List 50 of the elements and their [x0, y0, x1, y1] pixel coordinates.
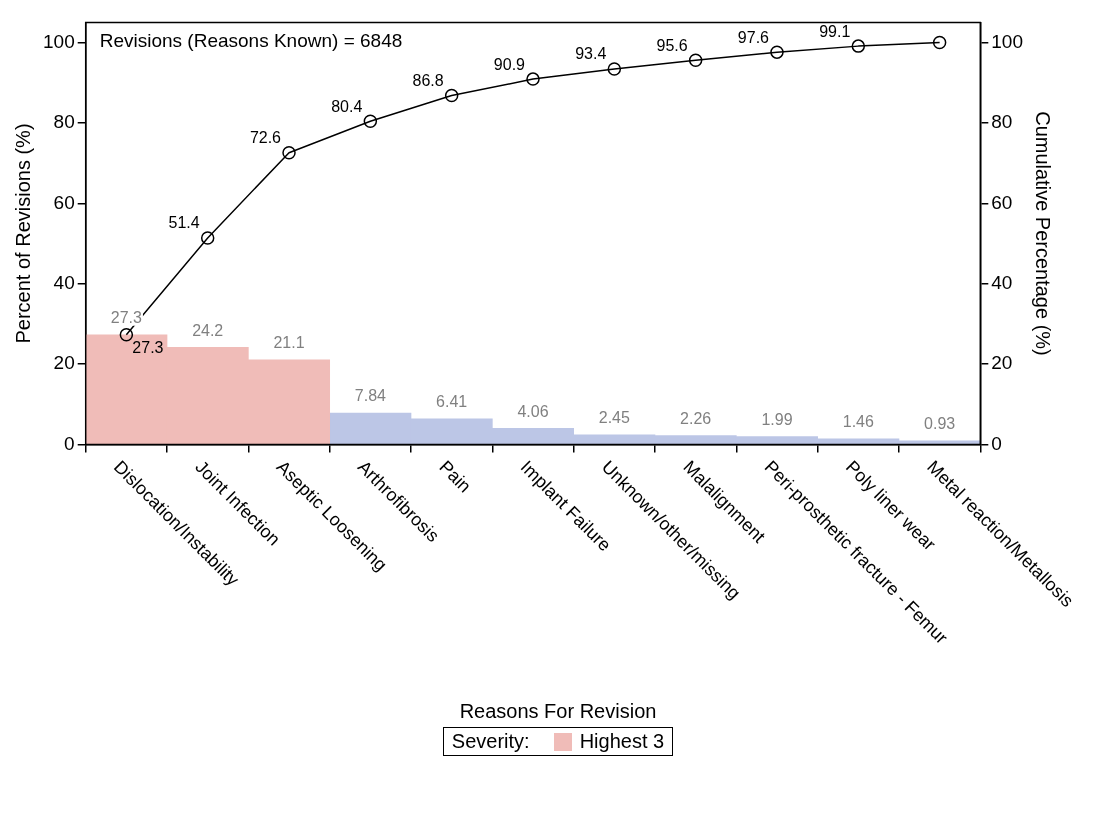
legend-label: Highest 3: [579, 730, 665, 753]
point: [119, 328, 134, 342]
data-label: 27.3: [132, 339, 164, 357]
data-label: 90.9: [493, 55, 526, 73]
y2-tick-label: 0: [991, 432, 1002, 454]
data-label: 1.99: [761, 411, 793, 428]
data-label: 6.41: [436, 393, 468, 411]
y-tick-label: 40: [53, 272, 75, 293]
point: [363, 114, 378, 129]
legend-title: Severity:: [451, 730, 530, 753]
data-label: 86.8: [412, 71, 444, 89]
y2-tick-label: 40: [991, 272, 1013, 293]
point: [526, 72, 540, 86]
annotation: Revisions (Reasons Known) = 6848: [99, 30, 403, 52]
data-label: 2.45: [598, 409, 630, 427]
y-tick-label: 60: [53, 191, 75, 213]
point: [851, 39, 866, 53]
data-label: 51.4: [168, 214, 200, 232]
data-label: 99.1: [819, 22, 851, 40]
y2-axis-title: Cumulative Percentage (%): [1032, 111, 1055, 356]
point: [688, 53, 703, 67]
data-label: 80.4: [331, 97, 363, 115]
y-tick-label: 80: [53, 111, 75, 133]
y2-tick-label: 100: [991, 30, 1023, 52]
y2-tick-label: 20: [991, 352, 1013, 374]
point: [444, 88, 459, 103]
y-tick-label: 20: [53, 352, 75, 374]
y2-tick-label: 80: [991, 111, 1013, 133]
data-label: 93.4: [575, 45, 607, 63]
data-label: 95.6: [656, 36, 688, 54]
data-label: 97.6: [737, 28, 770, 46]
y-tick-label: 100: [43, 30, 75, 52]
data-label: 1.46: [842, 413, 874, 431]
data-label: 24.2: [192, 321, 224, 339]
x-axis-title: Reasons For Revision: [458, 700, 658, 723]
y-tick-label: 0: [64, 432, 75, 454]
point: [282, 145, 296, 160]
y-axis-title: Percent of Revisions (%): [11, 123, 34, 344]
point: [932, 35, 947, 50]
data-label: 21.1: [273, 334, 305, 352]
data-label: 4.06: [517, 402, 549, 420]
data-label: 72.6: [249, 129, 282, 147]
data-label: 0.93: [924, 415, 956, 433]
data-label: 7.84: [354, 387, 387, 405]
point: [770, 45, 784, 59]
point: [200, 231, 215, 245]
y2-tick-label: 60: [991, 191, 1013, 213]
data-label: 2.26: [680, 409, 712, 427]
point: [607, 62, 622, 76]
data-label: 27.3: [110, 309, 143, 327]
